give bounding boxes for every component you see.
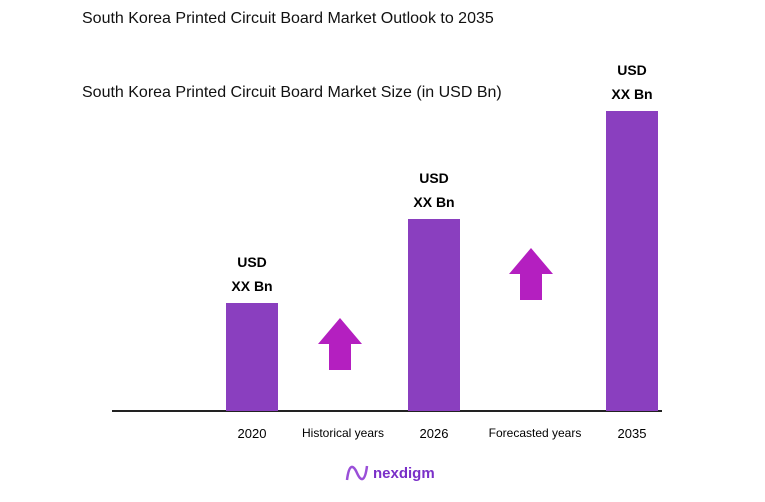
chart-subtitle: South Korea Printed Circuit Board Market…	[82, 84, 502, 101]
data-label-line2: XX Bn	[611, 86, 652, 102]
growth-arrow-icon-forecast	[509, 248, 553, 300]
data-label-line1: USD	[419, 170, 449, 186]
data-label-line2: XX Bn	[413, 194, 454, 210]
nexdigm-logo: nexdigm	[345, 462, 435, 484]
period-label: Historical years	[302, 426, 384, 440]
bar-2035	[606, 111, 658, 411]
growth-arrow-icon-historical	[318, 318, 362, 370]
logo-text: nexdigm	[373, 464, 435, 482]
x-tick-label: 2026	[420, 426, 449, 441]
logo-wave-icon	[345, 465, 369, 481]
data-label-line2: XX Bn	[231, 278, 272, 294]
chart-title: South Korea Printed Circuit Board Market…	[82, 10, 494, 27]
data-label-line1: USD	[237, 254, 267, 270]
x-tick-label: 2020	[238, 426, 267, 441]
period-label: Forecasted years	[489, 426, 582, 440]
data-label-line1: USD	[617, 62, 647, 78]
x-tick-label: 2035	[618, 426, 647, 441]
bar-2020	[226, 303, 278, 411]
bar-2026	[408, 219, 460, 411]
